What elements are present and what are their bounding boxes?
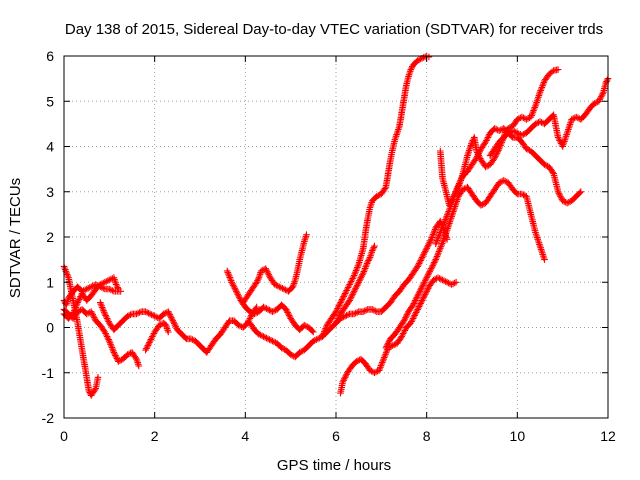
x-tick-label: 6: [332, 428, 340, 444]
x-tick-label: 2: [151, 428, 159, 444]
y-tick-label: 4: [46, 139, 54, 155]
y-tick-label: -2: [42, 410, 55, 426]
x-tick-label: 8: [423, 428, 431, 444]
x-tick-label: 4: [241, 428, 249, 444]
series-10-markers: [319, 52, 433, 340]
data-points: [60, 52, 612, 399]
y-tick-label: -1: [42, 365, 55, 381]
series-12: [337, 274, 460, 397]
x-tick-label: 0: [60, 428, 68, 444]
series-13-markers: [382, 177, 548, 352]
series-10: [319, 52, 433, 340]
y-tick-label: 1: [46, 274, 54, 290]
series-8-markers: [239, 231, 310, 306]
series-7-markers: [223, 267, 317, 336]
series-11: [332, 242, 378, 327]
x-tick-label: 12: [600, 428, 616, 444]
series-16: [486, 75, 612, 159]
series-5-markers: [97, 299, 260, 356]
series-6: [142, 319, 172, 354]
y-tick-label: 0: [46, 320, 54, 336]
series-13: [382, 177, 548, 352]
series-5: [97, 299, 260, 356]
series-12-markers: [337, 274, 460, 397]
series-6-markers: [142, 319, 172, 354]
series-11-markers: [332, 242, 378, 327]
y-tick-label: 6: [46, 48, 54, 64]
y-axis-label: SDTVAR / TECUs: [7, 178, 24, 298]
chart-title: Day 138 of 2015, Sidereal Day-to-day VTE…: [65, 21, 603, 38]
y-tick-label: 5: [46, 93, 54, 109]
series-8: [239, 231, 310, 306]
x-axis-label: GPS time / hours: [277, 457, 391, 474]
x-tick-label: 10: [510, 428, 526, 444]
series-7: [223, 267, 317, 336]
y-tick-label: 3: [46, 184, 54, 200]
grid-lines: [64, 56, 608, 418]
series-16-markers: [486, 75, 612, 159]
y-tick-label: 2: [46, 229, 54, 245]
